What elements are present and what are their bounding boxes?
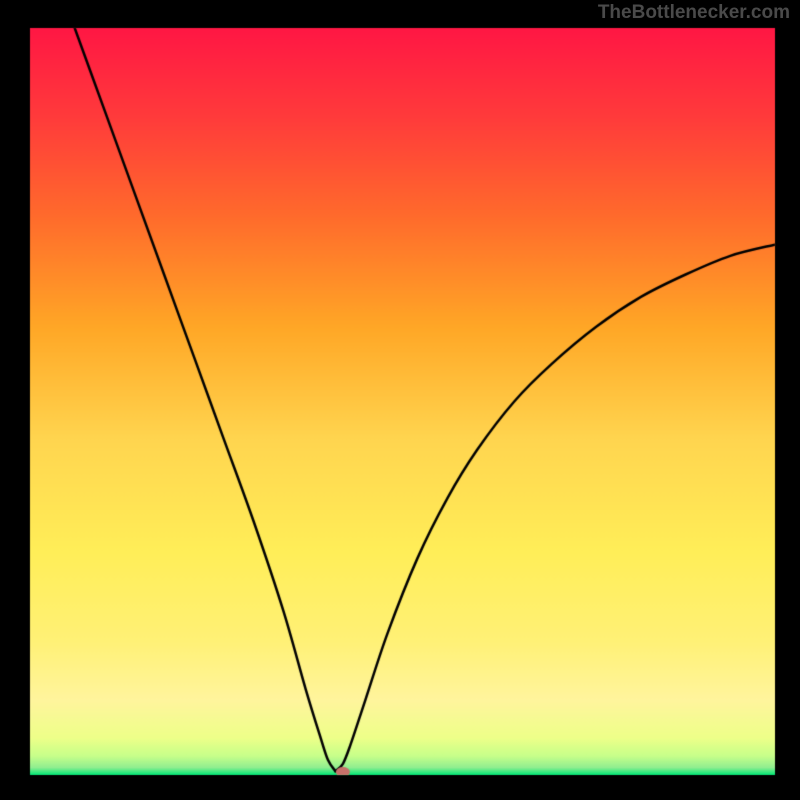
chart-curve-layer	[0, 0, 800, 800]
bottleneck-chart: TheBottlenecker.com	[0, 0, 800, 800]
watermark-text: TheBottlenecker.com	[598, 2, 790, 24]
